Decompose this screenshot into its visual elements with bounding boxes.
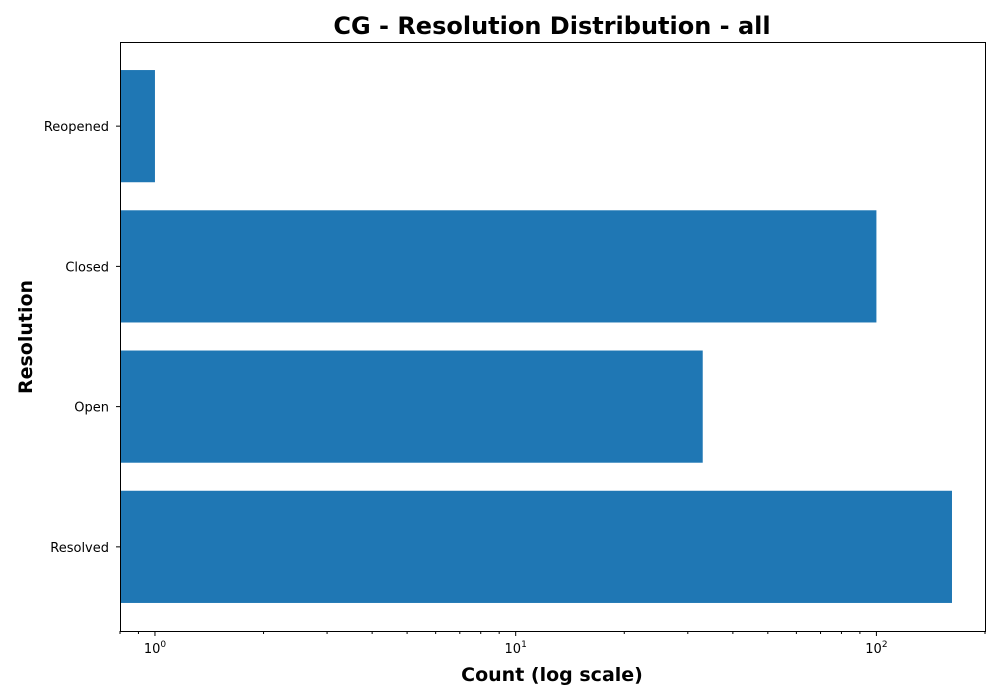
chart-title: CG - Resolution Distribution - all xyxy=(333,12,770,40)
bar-reopened xyxy=(120,70,155,183)
y-axis-ticks: Resolved Open Closed Reopened xyxy=(44,120,120,556)
y-tick-label-reopened: Reopened xyxy=(44,120,109,135)
y-axis-label: Resolution xyxy=(15,280,37,394)
y-tick-label-closed: Closed xyxy=(65,260,109,275)
x-tick-label: 102 xyxy=(865,640,887,657)
x-tick-label: 100 xyxy=(144,640,167,657)
plot-frame xyxy=(120,42,986,632)
y-tick-label-open: Open xyxy=(74,401,109,416)
bar-closed xyxy=(120,210,877,323)
x-axis-label: Count (log scale) xyxy=(461,664,643,686)
bar-open xyxy=(120,350,703,463)
x-axis-ticks: 100 101 102 xyxy=(119,631,986,657)
bars-group xyxy=(120,70,952,603)
bar-resolved xyxy=(120,490,952,603)
x-tick-label: 101 xyxy=(505,640,527,657)
y-tick-label-resolved: Resolved xyxy=(50,541,109,556)
